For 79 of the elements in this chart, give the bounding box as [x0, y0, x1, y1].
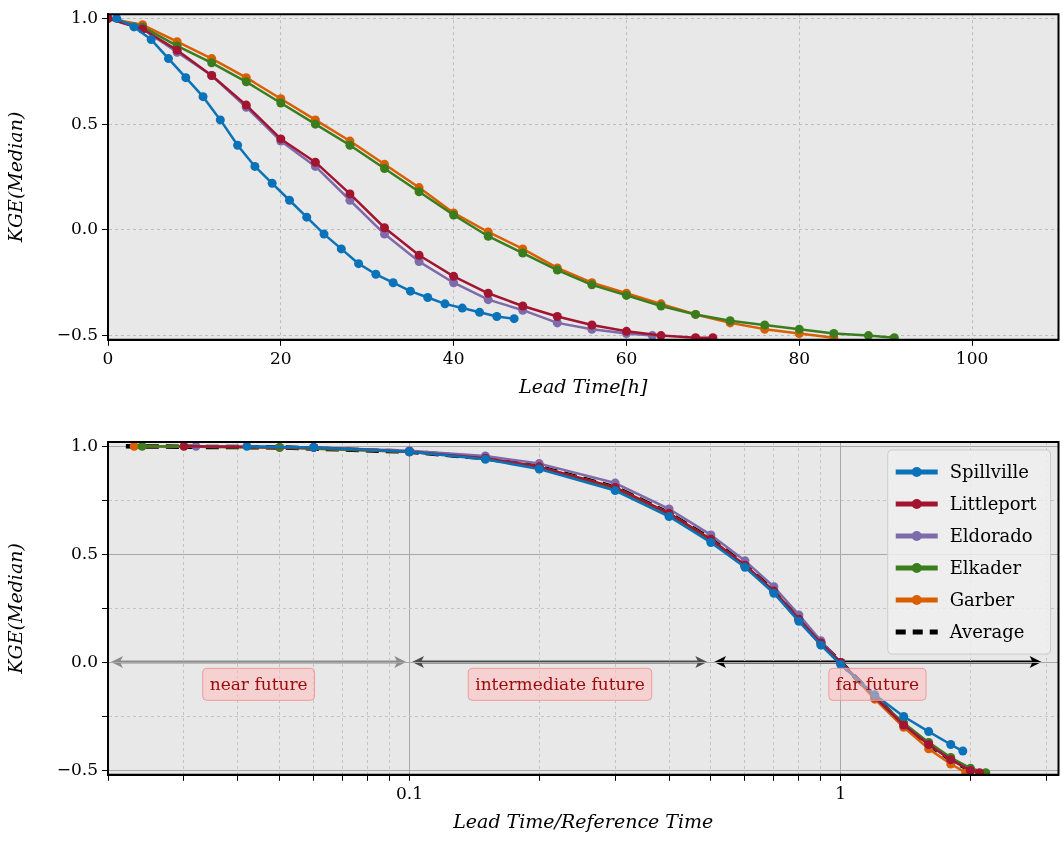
- x-tick-label: 60: [615, 348, 638, 369]
- point: [457, 303, 467, 313]
- x-tick-label: 80: [788, 348, 811, 369]
- point: [794, 324, 804, 334]
- x-tick-label: 40: [442, 348, 465, 369]
- point: [310, 119, 320, 129]
- point: [492, 312, 502, 322]
- y-tick-label: 1.0: [70, 434, 98, 455]
- point: [518, 248, 528, 258]
- point: [829, 328, 839, 338]
- y-tick-label: 0.0: [70, 218, 98, 239]
- y-tick-label: 0.0: [70, 650, 98, 671]
- point: [215, 115, 225, 125]
- point: [336, 244, 346, 254]
- point: [405, 286, 415, 296]
- point: [388, 278, 398, 288]
- point: [440, 299, 450, 309]
- point: [284, 195, 294, 205]
- legend-label: Spillville: [949, 460, 1029, 482]
- point: [233, 140, 243, 150]
- point: [345, 189, 355, 199]
- y-tick-label: 0.5: [70, 542, 98, 563]
- y-axis-title: KGE(Median): [4, 111, 27, 244]
- legend-label: Eldorado: [949, 524, 1033, 546]
- point: [319, 229, 329, 239]
- y-tick-label: −0.5: [56, 758, 98, 779]
- x-tick-label: 0: [102, 348, 114, 369]
- x-tick-label: 20: [270, 348, 292, 369]
- annotation: far future: [835, 673, 920, 694]
- point: [354, 259, 364, 269]
- point: [509, 314, 519, 324]
- legend-label: Littleport: [949, 492, 1038, 514]
- point: [475, 307, 485, 317]
- point: [241, 77, 251, 87]
- y-tick-label: −0.5: [56, 323, 98, 344]
- point: [414, 250, 424, 260]
- point: [449, 271, 459, 281]
- point: [267, 178, 277, 188]
- point: [889, 333, 899, 340]
- point: [207, 58, 217, 68]
- point: [380, 223, 390, 233]
- point: [181, 73, 191, 83]
- legend-label: Average: [948, 620, 1025, 642]
- point: [656, 331, 666, 340]
- point: [380, 164, 390, 174]
- point: [129, 22, 139, 32]
- legend-label: Garber: [949, 588, 1015, 610]
- point: [552, 312, 562, 322]
- y-tick-label: 1.0: [70, 6, 98, 27]
- point: [250, 161, 260, 171]
- point: [760, 320, 770, 330]
- point: [483, 231, 493, 241]
- x-tick-label: 0.1: [395, 783, 423, 804]
- y-axis-title: KGE(Median): [4, 543, 27, 675]
- point: [345, 140, 355, 150]
- x-tick-label: 1: [835, 783, 847, 804]
- point: [163, 54, 173, 64]
- x-axis-title: Lead Time[h]: [518, 374, 649, 397]
- point: [371, 269, 381, 279]
- point: [587, 320, 597, 330]
- point: [302, 212, 312, 222]
- point: [483, 288, 493, 298]
- x-tick-label: 100: [955, 348, 989, 369]
- point: [423, 293, 433, 303]
- point: [310, 157, 320, 167]
- point: [691, 333, 701, 340]
- point: [708, 333, 718, 340]
- point: [198, 92, 208, 102]
- annotation: intermediate future: [475, 673, 645, 694]
- point: [112, 14, 122, 23]
- point: [863, 331, 873, 340]
- x-axis-title: Lead Time/Reference Time: [452, 809, 714, 832]
- y-tick-label: 0.5: [70, 112, 98, 133]
- annotation: near future: [209, 673, 308, 694]
- point: [146, 35, 156, 45]
- point: [276, 98, 286, 108]
- point: [414, 187, 424, 197]
- point: [518, 301, 528, 311]
- legend-label: Elkader: [949, 556, 1022, 578]
